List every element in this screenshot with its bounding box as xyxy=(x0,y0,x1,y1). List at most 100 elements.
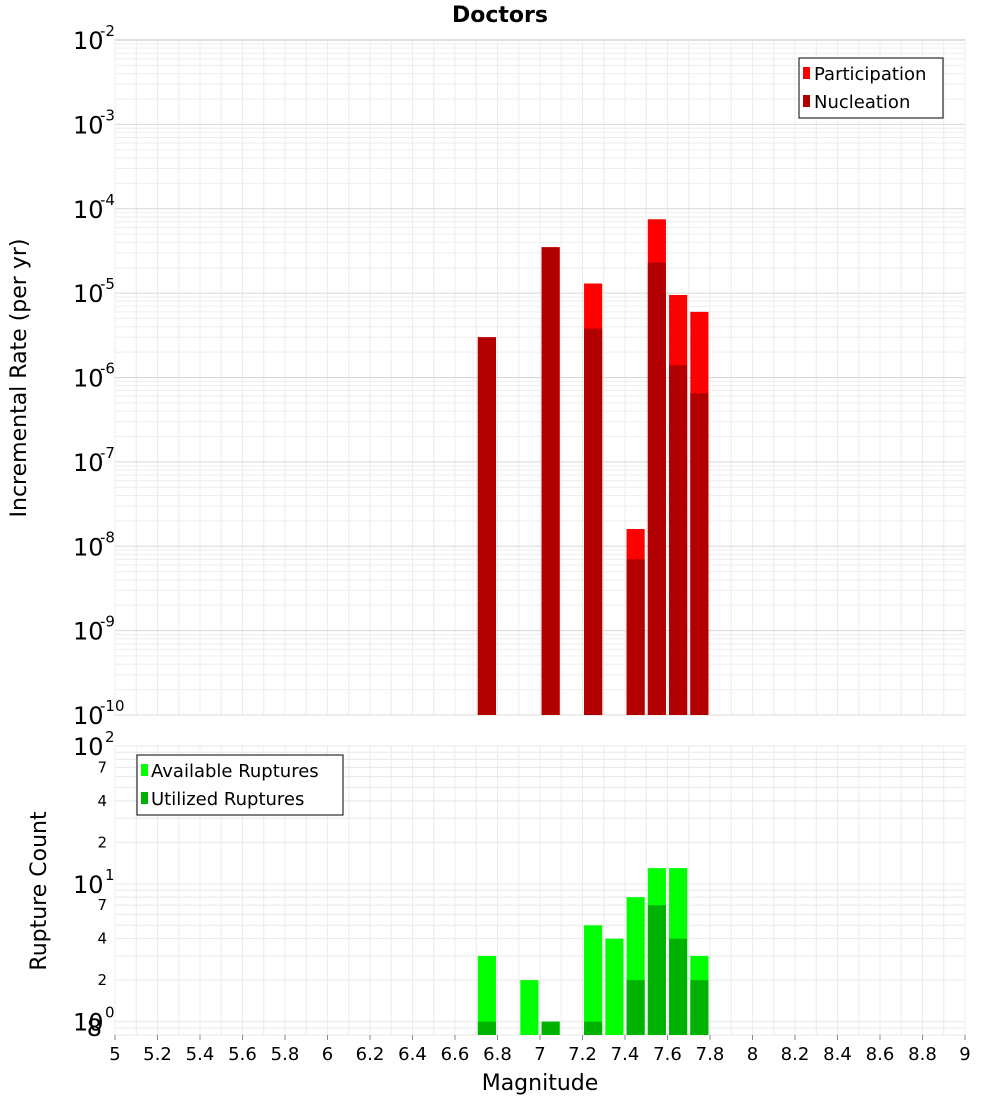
count-y-tick-label: 10 0 xyxy=(73,1004,115,1037)
utilized-legend-label: Utilized Ruptures xyxy=(151,789,304,810)
svg-text:10: 10 xyxy=(73,280,104,308)
count-bar-available-ruptures xyxy=(477,955,496,1035)
count-bar-available-ruptures xyxy=(605,938,624,1035)
nucleation-legend-label: Nucleation xyxy=(814,92,910,113)
rate-y-tick-label: 10-6 xyxy=(73,360,115,393)
available-legend-label: Available Ruptures xyxy=(151,761,319,782)
x-tick-label: 9 xyxy=(959,1044,970,1065)
rate-grid xyxy=(114,40,966,716)
count-bar-available-ruptures xyxy=(520,980,539,1035)
rate-bar-nucleation xyxy=(626,559,645,715)
count-y-minor-tick-label: 4 xyxy=(97,930,107,948)
utilized-legend-swatch xyxy=(141,792,148,804)
rate-y-tick-label: 10-7 xyxy=(73,444,115,477)
x-tick-label: 5.6 xyxy=(228,1044,257,1065)
x-tick-label: 6.8 xyxy=(483,1044,512,1065)
count-legend: Available Ruptures Utilized Ruptures xyxy=(136,754,344,816)
count-bar-utilized-ruptures xyxy=(669,938,688,1035)
count-bar-utilized-ruptures xyxy=(477,1021,496,1035)
x-tick-label: 5.2 xyxy=(143,1044,172,1065)
x-tick-label: 8.8 xyxy=(908,1044,937,1065)
rate-legend: Participation Nucleation xyxy=(798,57,944,119)
rate-bar-nucleation xyxy=(690,393,709,715)
svg-text:-8: -8 xyxy=(100,528,115,546)
x-tick-label: 6.6 xyxy=(441,1044,470,1065)
count-bars xyxy=(477,868,709,1035)
x-tick-label: 6 xyxy=(322,1044,333,1065)
x-tick-label: 7.6 xyxy=(653,1044,682,1065)
magnitude-x-ticks: 5 5.2 5.4 5.6 5.8 6 6.2 6.4 6.6 6.8 7 7.2 7.4 7.6 7.8 8… xyxy=(109,1035,971,1065)
svg-text:10: 10 xyxy=(73,533,104,561)
rate-bars xyxy=(477,219,709,716)
x-tick-label: 5.8 xyxy=(271,1044,300,1065)
count-y-minor-tick-label: 8 xyxy=(87,1014,102,1042)
x-tick-label: 5.4 xyxy=(186,1044,215,1065)
svg-text:10: 10 xyxy=(73,618,104,646)
available-legend-swatch xyxy=(141,764,148,776)
svg-text:10: 10 xyxy=(73,449,104,477)
rate-y-axis-label: Incremental Rate (per yr) xyxy=(7,239,32,518)
count-y-axis-label: Rupture Count xyxy=(27,811,52,971)
x-tick-label: 8 xyxy=(747,1044,758,1065)
count-bar-available-ruptures xyxy=(584,925,603,1035)
chart-title: Doctors xyxy=(452,3,548,28)
svg-text:0: 0 xyxy=(105,1004,115,1022)
count-legend-box xyxy=(136,754,344,816)
rate-y-tick-label: 10-10 xyxy=(73,697,125,730)
svg-text:2: 2 xyxy=(105,728,115,746)
rate-legend-box xyxy=(798,57,944,119)
participation-legend-swatch xyxy=(803,67,810,79)
count-bar-utilized-ruptures xyxy=(626,980,645,1035)
svg-text:10: 10 xyxy=(73,702,104,730)
count-y-tick-label: 10 2 xyxy=(73,728,115,761)
svg-text:10: 10 xyxy=(73,871,104,899)
nucleation-legend-swatch xyxy=(803,95,810,107)
x-tick-label: 6.4 xyxy=(398,1044,427,1065)
svg-text:-2: -2 xyxy=(100,22,115,40)
rate-y-tick-label: 10-5 xyxy=(73,275,115,308)
rate-bar-nucleation xyxy=(669,365,688,715)
participation-legend-label: Participation xyxy=(814,64,926,85)
svg-text:-10: -10 xyxy=(100,697,125,715)
rate-y-ticks: 10-210-310-410-510-610-710-810-910-10 xyxy=(73,22,125,730)
svg-text:10: 10 xyxy=(73,733,104,761)
rate-bar-nucleation xyxy=(477,337,496,715)
x-tick-label: 6.2 xyxy=(356,1044,385,1065)
rate-bar-nucleation xyxy=(541,247,560,716)
count-y-minor-tick-label: 7 xyxy=(97,896,107,914)
count-bar-utilized-ruptures xyxy=(647,905,666,1035)
count-bar-utilized-ruptures xyxy=(584,1021,603,1035)
x-tick-label: 7.4 xyxy=(611,1044,640,1065)
svg-text:-7: -7 xyxy=(100,444,115,462)
rate-bar-nucleation xyxy=(647,262,666,715)
svg-text:-4: -4 xyxy=(100,191,115,209)
rate-y-tick-label: 10-3 xyxy=(73,106,115,139)
count-y-minor-tick-label: 2 xyxy=(97,833,107,851)
rate-y-tick-label: 10-4 xyxy=(73,191,115,224)
rate-y-tick-label: 10-9 xyxy=(73,613,115,646)
x-tick-label: 8.2 xyxy=(781,1044,810,1065)
rate-bar-nucleation xyxy=(584,328,603,715)
x-tick-label: 7 xyxy=(534,1044,545,1065)
x-axis-label: Magnitude xyxy=(482,1071,599,1096)
count-y-minor-tick-label: 4 xyxy=(97,792,107,810)
x-tick-label: 8.6 xyxy=(866,1044,895,1065)
svg-text:10: 10 xyxy=(73,1009,104,1037)
x-tick-label: 5 xyxy=(109,1044,120,1065)
count-y-minor-tick-label: 7 xyxy=(97,758,107,776)
x-tick-label: 7.2 xyxy=(568,1044,597,1065)
x-tick-label: 7.8 xyxy=(696,1044,725,1065)
rate-y-tick-label: 10-2 xyxy=(73,22,115,55)
svg-text:10: 10 xyxy=(73,27,104,55)
svg-text:10: 10 xyxy=(73,365,104,393)
count-y-tick-label: 10 1 xyxy=(73,866,115,899)
svg-text:-6: -6 xyxy=(100,360,115,378)
svg-text:1: 1 xyxy=(105,866,115,884)
count-bar-utilized-ruptures xyxy=(541,1021,560,1035)
svg-text:-9: -9 xyxy=(100,613,115,631)
svg-text:10: 10 xyxy=(73,111,104,139)
svg-text:10: 10 xyxy=(73,196,104,224)
svg-text:-3: -3 xyxy=(100,106,115,124)
